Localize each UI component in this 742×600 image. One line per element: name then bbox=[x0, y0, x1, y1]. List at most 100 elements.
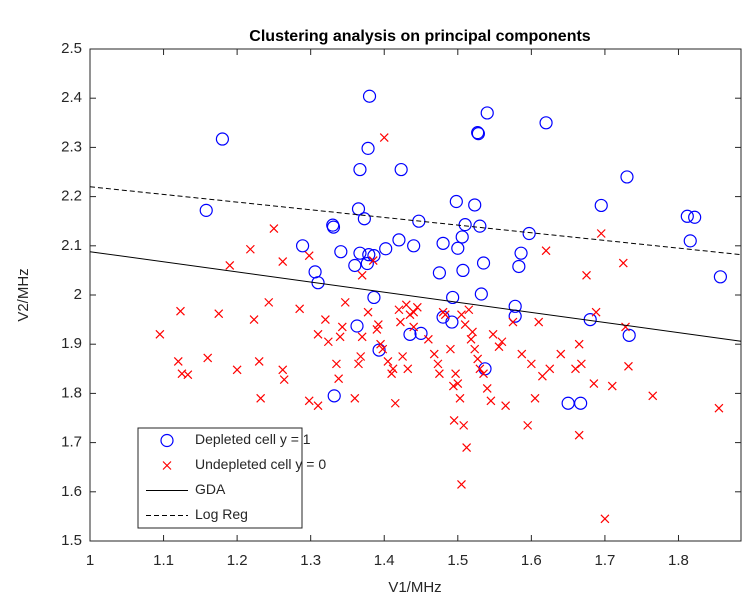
data-point bbox=[621, 322, 630, 332]
fit-line bbox=[89, 186, 742, 256]
data-point bbox=[589, 379, 599, 388]
data-point bbox=[497, 337, 507, 347]
data-point bbox=[295, 239, 310, 253]
data-point bbox=[429, 349, 439, 359]
data-point bbox=[453, 379, 463, 388]
data-point bbox=[455, 230, 469, 244]
data-point bbox=[594, 198, 608, 213]
legend-label: Depleted cell y = 1 bbox=[195, 431, 311, 447]
legend-label: GDA bbox=[195, 481, 226, 497]
data-point bbox=[683, 234, 697, 248]
y-axis-label: V2/MHz bbox=[15, 268, 32, 321]
data-point bbox=[433, 359, 443, 369]
data-point bbox=[522, 226, 536, 241]
data-point bbox=[313, 401, 323, 411]
data-point bbox=[456, 263, 470, 277]
data-point bbox=[537, 371, 547, 381]
data-point bbox=[387, 369, 397, 379]
data-point bbox=[395, 317, 405, 327]
data-point bbox=[556, 349, 566, 359]
data-point bbox=[350, 393, 360, 403]
data-point bbox=[473, 354, 483, 364]
data-point bbox=[473, 219, 487, 233]
data-point bbox=[479, 369, 488, 379]
data-point bbox=[714, 403, 724, 413]
legend-label: Undepleted cell y = 0 bbox=[195, 456, 326, 472]
data-point bbox=[372, 325, 382, 334]
data-point bbox=[254, 356, 264, 366]
data-point bbox=[600, 514, 610, 524]
x-tick-label: 1.7 bbox=[594, 552, 615, 569]
y-tick-label: 1.5 bbox=[61, 532, 82, 549]
data-point bbox=[530, 393, 540, 403]
data-point bbox=[357, 332, 367, 342]
data-point bbox=[501, 401, 511, 411]
data-point bbox=[449, 416, 459, 425]
data-point bbox=[468, 198, 482, 212]
data-point bbox=[376, 339, 385, 349]
data-point bbox=[591, 307, 601, 317]
data-point bbox=[331, 359, 341, 369]
data-point bbox=[434, 369, 444, 379]
data-point bbox=[582, 270, 591, 280]
data-point bbox=[388, 364, 398, 374]
data-point bbox=[378, 344, 388, 354]
data-point bbox=[337, 322, 347, 332]
x-tick-label: 1.1 bbox=[153, 552, 174, 569]
data-point bbox=[449, 194, 463, 209]
data-point bbox=[407, 239, 421, 253]
data-point bbox=[362, 248, 376, 262]
data-point bbox=[409, 307, 419, 317]
data-point bbox=[574, 396, 588, 410]
data-point bbox=[539, 116, 553, 130]
y-tick-label: 2.1 bbox=[61, 237, 82, 254]
data-point bbox=[457, 310, 466, 320]
data-point bbox=[512, 259, 526, 274]
data-point bbox=[412, 302, 422, 312]
data-point bbox=[480, 106, 494, 120]
data-point bbox=[215, 132, 230, 146]
legend-label: Log Reg bbox=[195, 506, 248, 522]
data-point bbox=[256, 393, 266, 403]
legend-symbol bbox=[160, 433, 174, 448]
data-point bbox=[379, 242, 393, 256]
data-point bbox=[607, 381, 617, 391]
data-point bbox=[534, 317, 544, 327]
data-point bbox=[379, 133, 389, 142]
data-point bbox=[173, 356, 183, 366]
data-point bbox=[440, 310, 450, 320]
data-point bbox=[199, 203, 213, 217]
data-point bbox=[451, 241, 465, 255]
data-point bbox=[394, 305, 404, 315]
data-point bbox=[214, 309, 224, 319]
data-point bbox=[176, 306, 185, 316]
data-point bbox=[323, 337, 333, 347]
data-point bbox=[618, 258, 628, 268]
data-point bbox=[279, 375, 289, 385]
data-point bbox=[203, 353, 213, 363]
data-point bbox=[361, 141, 375, 155]
data-point bbox=[688, 210, 702, 224]
data-point bbox=[353, 162, 367, 177]
data-point bbox=[269, 224, 279, 234]
fit-line bbox=[89, 251, 742, 342]
data-point bbox=[304, 251, 314, 261]
data-point bbox=[326, 220, 341, 234]
x-axis-label: V1/MHz bbox=[388, 579, 441, 596]
data-point bbox=[363, 307, 373, 317]
data-point bbox=[245, 244, 255, 254]
legend-box bbox=[137, 427, 303, 529]
data-point bbox=[574, 339, 584, 349]
data-point bbox=[460, 320, 470, 329]
data-point bbox=[455, 393, 465, 403]
x-tick-label: 1.6 bbox=[521, 552, 542, 569]
data-point bbox=[278, 257, 288, 266]
data-point bbox=[351, 202, 366, 216]
data-point bbox=[403, 364, 413, 374]
data-point bbox=[475, 364, 485, 374]
data-point bbox=[508, 317, 518, 327]
x-tick-label: 1 bbox=[86, 552, 94, 569]
y-tick-label: 2.4 bbox=[61, 89, 82, 106]
y-tick-label: 1.7 bbox=[61, 434, 82, 451]
